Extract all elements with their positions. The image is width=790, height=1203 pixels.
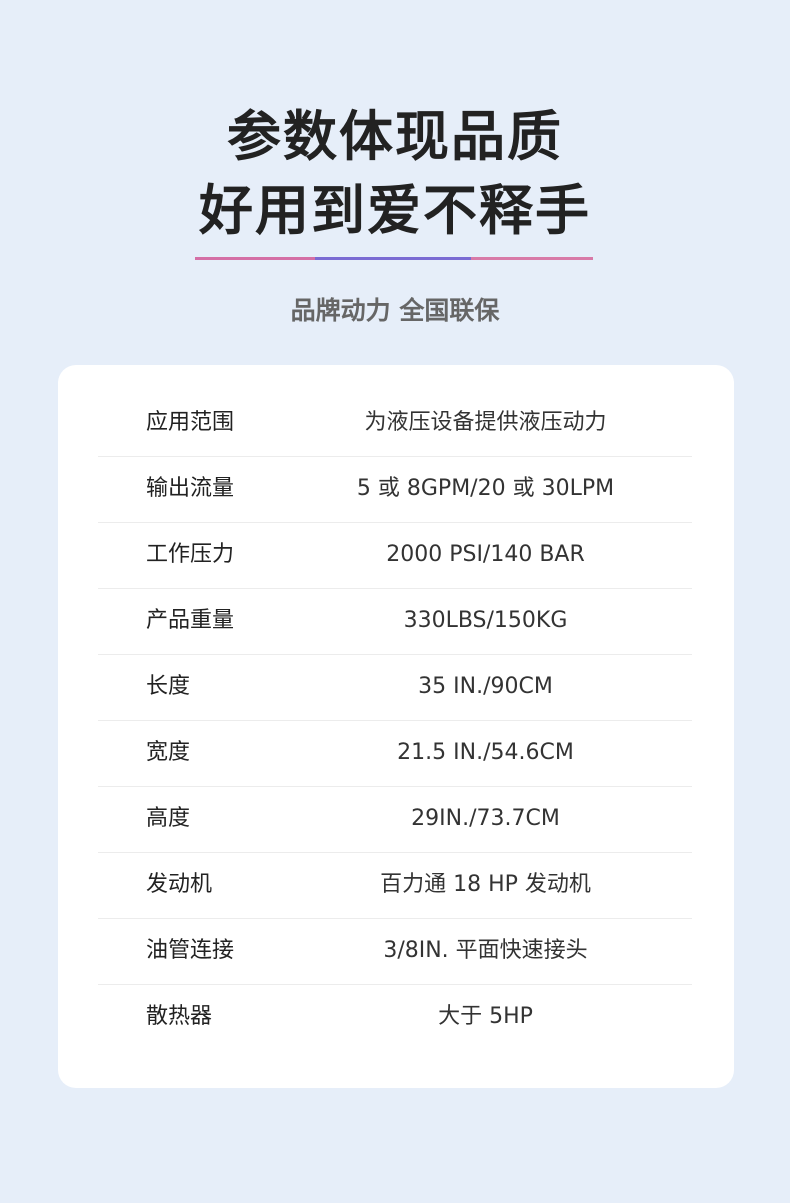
headline-line-2: 好用到爱不释手 bbox=[199, 179, 591, 242]
divider-segment bbox=[315, 257, 471, 260]
spec-value: 2000 PSI/140 BAR bbox=[386, 542, 585, 567]
spec-label: 散热器 bbox=[146, 1004, 213, 1029]
spec-value: 5 或 8GPM/20 或 30LPM bbox=[356, 476, 615, 501]
spec-row: 产品重量 330LBS/150KG bbox=[98, 588, 692, 655]
spec-label: 发动机 bbox=[146, 872, 213, 897]
divider-segment bbox=[195, 257, 315, 260]
spec-value: 大于 5HP bbox=[438, 1004, 533, 1029]
spec-value: 百力通 18 HP 发动机 bbox=[380, 872, 591, 897]
spec-label: 应用范围 bbox=[146, 410, 235, 435]
spec-label: 高度 bbox=[146, 806, 191, 831]
spec-value: 29IN./73.7CM bbox=[411, 806, 560, 831]
spec-label: 长度 bbox=[146, 674, 191, 699]
spec-label: 输出流量 bbox=[146, 476, 235, 501]
headline-line-1: 参数体现品质 bbox=[227, 105, 563, 168]
spec-row: 宽度 21.5 IN./54.6CM bbox=[98, 720, 692, 787]
spec-value: 21.5 IN./54.6CM bbox=[397, 740, 574, 765]
spec-value: 330LBS/150KG bbox=[403, 608, 568, 633]
spec-row: 输出流量 5 或 8GPM/20 或 30LPM bbox=[98, 456, 692, 523]
spec-value: 3/8IN. 平面快速接头 bbox=[383, 938, 588, 963]
spec-row: 油管连接 3/8IN. 平面快速接头 bbox=[98, 918, 692, 985]
subtitle: 品牌动力 全国联保 bbox=[290, 296, 500, 325]
spec-row: 应用范围 为液压设备提供液压动力 bbox=[98, 390, 692, 457]
divider-segment bbox=[471, 257, 593, 260]
spec-table: 应用范围 为液压设备提供液压动力输出流量 5 或 8GPM/20 或 30LPM 工作… bbox=[58, 365, 734, 1088]
gradient-divider bbox=[195, 257, 593, 260]
spec-row: 发动机 百力通 18 HP 发动机 bbox=[98, 852, 692, 919]
spec-label: 工作压力 bbox=[146, 542, 235, 567]
spec-row: 工作压力 2000 PSI/140 BAR bbox=[98, 522, 692, 589]
spec-label: 油管连接 bbox=[146, 938, 235, 963]
spec-label: 宽度 bbox=[146, 740, 191, 765]
spec-row: 长度 35 IN./90CM bbox=[98, 654, 692, 721]
spec-row: 散热器 大于 5HP bbox=[98, 984, 692, 1050]
spec-value: 35 IN./90CM bbox=[418, 674, 553, 699]
spec-value: 为液压设备提供液压动力 bbox=[364, 410, 607, 435]
spec-label: 产品重量 bbox=[146, 608, 235, 633]
spec-row: 高度 29IN./73.7CM bbox=[98, 786, 692, 853]
